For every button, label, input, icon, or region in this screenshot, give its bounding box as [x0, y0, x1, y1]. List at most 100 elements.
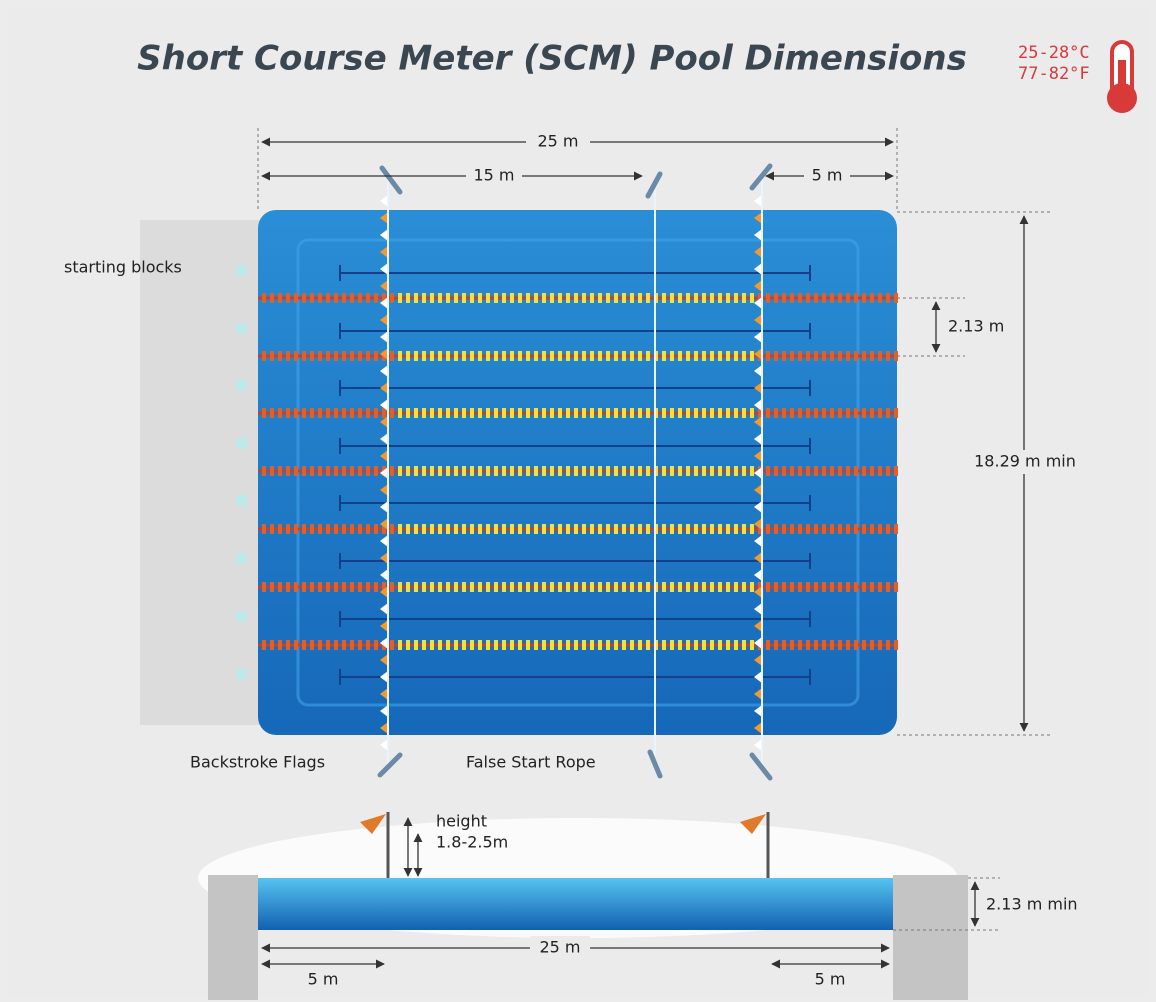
float — [622, 582, 626, 592]
float — [894, 640, 898, 650]
float — [870, 640, 874, 650]
float — [806, 351, 810, 361]
backstroke-flag — [380, 399, 388, 411]
float — [366, 582, 370, 592]
float — [374, 408, 378, 418]
float — [422, 524, 426, 534]
float — [582, 466, 586, 476]
float — [790, 351, 794, 361]
float — [726, 582, 730, 592]
float — [726, 351, 730, 361]
float — [814, 408, 818, 418]
float — [830, 351, 834, 361]
float — [462, 351, 466, 361]
float — [278, 408, 282, 418]
float — [286, 524, 290, 534]
float — [286, 582, 290, 592]
starting-block — [236, 669, 247, 680]
float — [646, 293, 650, 303]
float — [742, 524, 746, 534]
float — [558, 408, 562, 418]
float — [862, 466, 866, 476]
float — [630, 524, 634, 534]
float — [438, 466, 442, 476]
float — [582, 524, 586, 534]
float — [486, 408, 490, 418]
float — [550, 466, 554, 476]
float — [494, 640, 498, 650]
float — [390, 582, 394, 592]
label-false-start-rope: False Start Rope — [466, 753, 596, 772]
float — [854, 524, 858, 534]
float — [638, 466, 642, 476]
float — [646, 640, 650, 650]
float — [646, 466, 650, 476]
float — [334, 293, 338, 303]
float — [358, 293, 362, 303]
float — [662, 351, 666, 361]
backstroke-flag — [754, 688, 762, 700]
float — [526, 351, 530, 361]
float — [670, 640, 674, 650]
float — [302, 466, 306, 476]
float — [542, 466, 546, 476]
float — [766, 524, 770, 534]
float — [358, 640, 362, 650]
float — [430, 293, 434, 303]
float — [486, 582, 490, 592]
float — [574, 466, 578, 476]
float — [766, 640, 770, 650]
float — [710, 351, 714, 361]
float — [574, 351, 578, 361]
float — [462, 408, 466, 418]
starting-block — [236, 380, 247, 391]
backstroke-flag — [380, 263, 388, 275]
float — [854, 293, 858, 303]
float — [262, 582, 266, 592]
float — [278, 466, 282, 476]
float — [710, 582, 714, 592]
float — [390, 524, 394, 534]
float — [302, 293, 306, 303]
float — [806, 640, 810, 650]
float — [430, 640, 434, 650]
backstroke-flag — [380, 552, 388, 564]
backstroke-flag — [380, 739, 388, 751]
float — [454, 582, 458, 592]
float — [814, 524, 818, 534]
float — [446, 582, 450, 592]
float — [686, 408, 690, 418]
float — [670, 408, 674, 418]
float — [326, 351, 330, 361]
float — [286, 293, 290, 303]
float — [278, 351, 282, 361]
float — [894, 408, 898, 418]
float — [686, 582, 690, 592]
float — [494, 408, 498, 418]
float — [262, 524, 266, 534]
float — [550, 351, 554, 361]
float — [590, 524, 594, 534]
wall-right — [893, 875, 968, 1000]
wall-left — [208, 875, 258, 1000]
float — [494, 351, 498, 361]
float — [454, 293, 458, 303]
side-length: 25 m — [539, 938, 580, 957]
float — [470, 351, 474, 361]
float — [750, 351, 754, 361]
float — [822, 582, 826, 592]
float — [462, 293, 466, 303]
backstroke-flag — [380, 314, 388, 326]
float — [334, 466, 338, 476]
float — [358, 408, 362, 418]
float — [734, 408, 738, 418]
float — [446, 408, 450, 418]
float — [814, 466, 818, 476]
float — [798, 640, 802, 650]
float — [366, 524, 370, 534]
float — [862, 408, 866, 418]
float — [550, 582, 554, 592]
float — [462, 466, 466, 476]
float — [318, 466, 322, 476]
float — [862, 524, 866, 534]
